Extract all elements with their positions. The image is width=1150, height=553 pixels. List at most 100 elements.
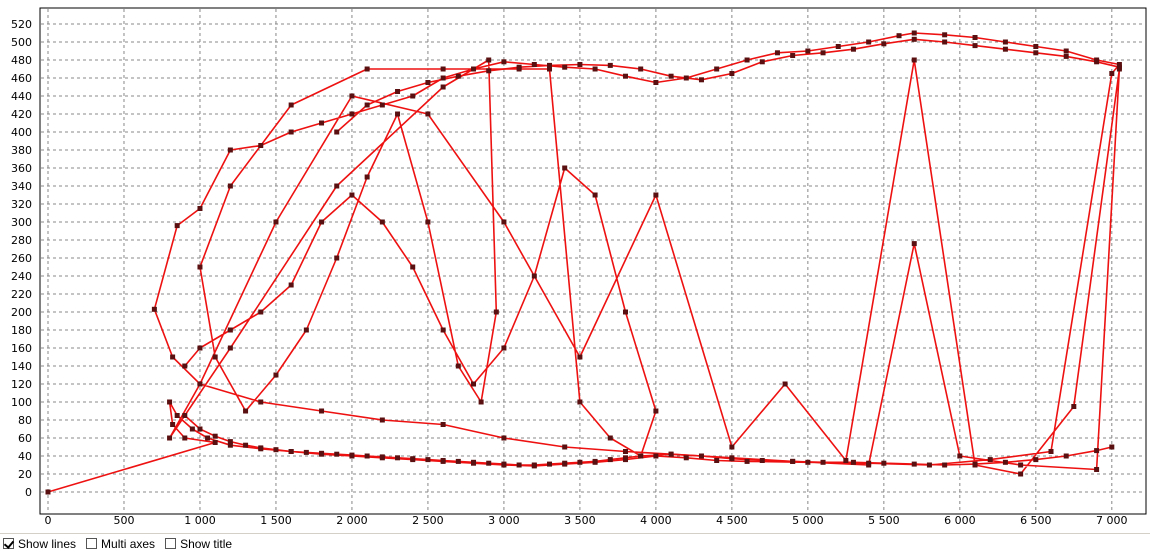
data-point xyxy=(410,93,416,99)
x-tick-label: 1 500 xyxy=(260,514,292,527)
plot-frame xyxy=(39,7,1147,515)
data-point xyxy=(850,46,856,52)
data-point xyxy=(714,458,720,463)
data-point xyxy=(319,219,325,225)
data-point xyxy=(258,445,264,451)
data-point xyxy=(1094,59,1100,65)
data-point xyxy=(478,399,484,405)
data-point xyxy=(1116,64,1122,70)
data-point xyxy=(288,282,294,288)
data-point xyxy=(425,80,431,85)
data-point xyxy=(212,433,218,439)
data-point xyxy=(197,426,203,432)
data-point xyxy=(349,111,355,117)
data-point xyxy=(1033,44,1039,49)
data-point xyxy=(820,459,826,465)
show-lines-option[interactable]: Show lines xyxy=(3,537,76,551)
data-point xyxy=(197,381,203,387)
data-point xyxy=(486,68,492,74)
data-point xyxy=(866,462,872,468)
data-point xyxy=(547,66,553,72)
y-tick-label: 80 xyxy=(18,414,32,427)
data-point xyxy=(1002,459,1008,465)
data-point xyxy=(349,93,355,99)
data-point xyxy=(577,354,583,360)
y-tick-label: 260 xyxy=(11,252,32,265)
data-point xyxy=(516,462,522,468)
data-point xyxy=(273,372,279,378)
data-point xyxy=(395,455,401,461)
data-point xyxy=(319,120,325,126)
data-point xyxy=(349,192,355,198)
multi-axes-option[interactable]: Multi axes xyxy=(86,537,155,551)
y-tick-label: 40 xyxy=(18,450,32,463)
y-tick-label: 60 xyxy=(18,432,32,445)
data-point xyxy=(189,426,195,432)
data-point xyxy=(1116,62,1122,67)
x-tick-label: 3 500 xyxy=(564,514,596,527)
data-point xyxy=(782,381,788,387)
data-point xyxy=(942,32,948,38)
show-title-option[interactable]: Show title xyxy=(165,537,232,551)
show-lines-checkbox[interactable] xyxy=(3,538,14,549)
y-tick-label: 340 xyxy=(11,180,32,193)
data-point xyxy=(1071,404,1077,409)
x-tick-label: 5 000 xyxy=(792,514,824,527)
data-point xyxy=(227,345,233,351)
y-tick-label: 240 xyxy=(11,270,32,283)
data-point xyxy=(805,48,811,54)
data-point xyxy=(759,458,765,463)
data-point xyxy=(486,460,492,466)
data-point xyxy=(622,449,628,454)
data-point xyxy=(425,457,431,463)
data-point xyxy=(547,62,553,68)
data-point xyxy=(258,143,264,148)
show-title-checkbox[interactable] xyxy=(165,538,177,549)
y-tick-label: 300 xyxy=(11,216,32,229)
x-tick-label: 2 000 xyxy=(336,514,368,527)
data-point xyxy=(714,66,720,72)
data-point xyxy=(1048,449,1054,454)
data-point xyxy=(698,453,704,459)
data-point xyxy=(410,264,416,270)
data-point xyxy=(334,129,340,135)
options-bar: Show lines Multi axes Show title xyxy=(0,533,1150,553)
multi-axes-checkbox[interactable] xyxy=(86,538,98,549)
data-point xyxy=(182,413,188,418)
data-point xyxy=(471,459,477,465)
data-point xyxy=(471,66,477,72)
data-point xyxy=(1063,48,1069,54)
data-point xyxy=(364,453,370,459)
data-point xyxy=(972,43,978,49)
data-point xyxy=(926,462,932,468)
data-point xyxy=(1002,46,1008,52)
data-point xyxy=(850,459,856,465)
data-point xyxy=(364,174,370,180)
data-point xyxy=(562,165,568,171)
data-point xyxy=(942,462,948,468)
data-point xyxy=(440,422,446,427)
data-point xyxy=(957,453,963,459)
data-point xyxy=(182,435,188,441)
series-markers xyxy=(45,30,1122,495)
y-tick-label: 100 xyxy=(11,396,32,409)
data-point xyxy=(364,102,370,108)
data-point xyxy=(547,461,553,467)
y-tick-label: 500 xyxy=(11,36,32,49)
data-point xyxy=(425,111,431,117)
data-point xyxy=(607,62,613,68)
data-point xyxy=(379,454,385,460)
y-tick-label: 0 xyxy=(25,486,32,499)
chart-area: 0 500 1 000 1 500 2 000 2 500 3 000 3 500 4 000 4… xyxy=(11,7,1147,527)
data-point xyxy=(1094,467,1100,472)
data-point xyxy=(638,453,644,459)
y-tick-label: 380 xyxy=(11,144,32,157)
data-point xyxy=(607,435,613,441)
data-point xyxy=(425,219,431,225)
data-point xyxy=(653,80,659,85)
x-tick-label: 6 500 xyxy=(1020,514,1052,527)
data-point xyxy=(1033,457,1039,463)
data-point xyxy=(455,73,461,79)
grid xyxy=(41,9,1145,513)
y-tick-label: 440 xyxy=(11,90,32,103)
